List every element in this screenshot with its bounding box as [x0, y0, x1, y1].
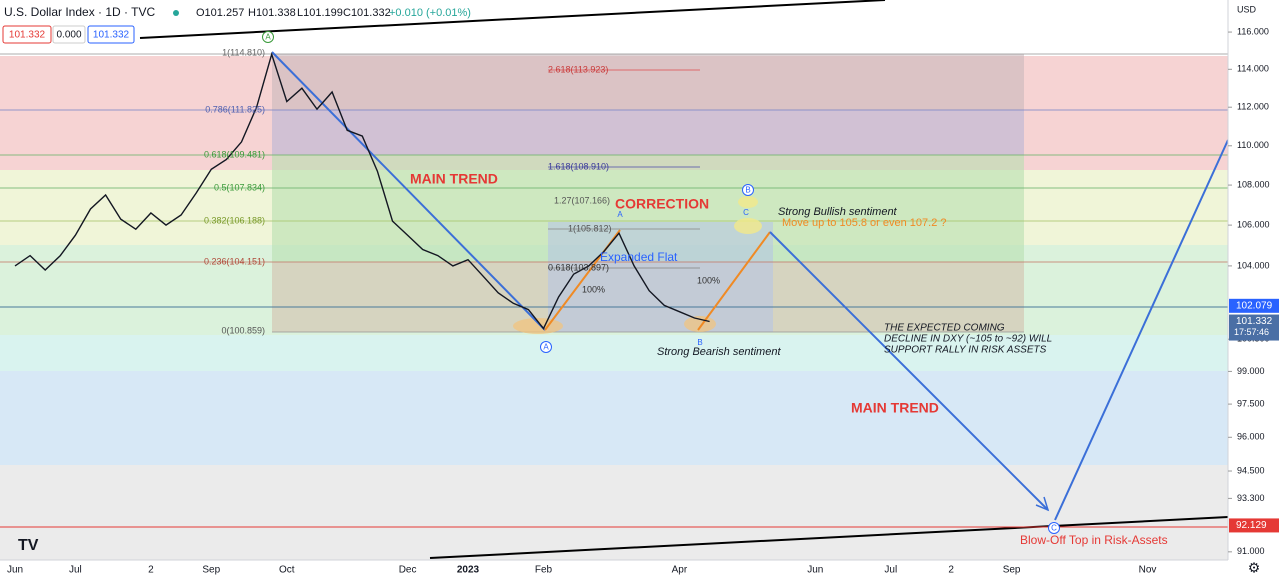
annotation: 100%: [697, 275, 720, 285]
price-tag: [1229, 314, 1279, 341]
x-tick-label: Feb: [535, 565, 553, 576]
annotation: 0.618(103.897): [548, 262, 609, 272]
annotation: 1(105.812): [568, 223, 612, 233]
price-tag-label: 92.129: [1236, 520, 1267, 531]
zones: [0, 53, 1228, 560]
annotation: DECLINE IN DXY (~105 to ~92) WILL: [884, 334, 1052, 345]
annotation: 0.236(104.151): [204, 256, 265, 266]
x-tick-label: Jul: [69, 565, 82, 576]
x-tick-label: Jul: [884, 565, 897, 576]
x-tick-label: Jun: [807, 565, 823, 576]
x-tick-label: 2023: [457, 565, 480, 576]
x-tick-label: Dec: [399, 565, 417, 576]
annotation: CORRECTION: [615, 196, 709, 212]
x-tick-label: Oct: [279, 565, 295, 576]
y-tick-label: 99.000: [1237, 366, 1265, 376]
y-tick-label: 104.000: [1237, 260, 1270, 270]
y-tick-label: 110.000: [1237, 140, 1269, 150]
header-box: [87, 25, 135, 44]
settings-icon[interactable]: ⚙: [1248, 560, 1261, 576]
annotation: 1.27(107.166): [554, 195, 610, 205]
annotation: Strong Bearish sentiment: [657, 346, 781, 358]
wave-circle: [540, 341, 552, 353]
wave-label: B: [745, 186, 750, 195]
x-tick-label: 2: [148, 565, 154, 576]
annotation: C: [743, 208, 749, 217]
annotation: MAIN TREND: [851, 400, 939, 416]
x-tick-label: Sep: [202, 565, 220, 576]
annotation: Move up to 105.8 or even 107.2 ?: [782, 217, 947, 229]
countdown: 17:57:46: [1234, 327, 1269, 337]
ohlc-value: C101.332: [343, 7, 391, 19]
wave-label: A: [265, 33, 271, 42]
annotation: 0.5(107.834): [214, 182, 265, 192]
y-tick-label: 108.000: [1237, 179, 1270, 189]
annotation: 2.618(113.923): [548, 64, 608, 74]
wave-label: C: [1051, 524, 1057, 533]
annotation: Strong Bullish sentiment: [778, 206, 898, 218]
wave-circle: [262, 31, 274, 43]
price-tag: [1229, 298, 1279, 313]
status-dot: [173, 10, 179, 16]
annotation: 1.618(108.910): [548, 161, 609, 171]
title: U.S. Dollar Index · 1D · TVC: [4, 5, 155, 19]
ohlc-value: L101.199: [297, 7, 343, 19]
x-tick-label: 2: [948, 565, 954, 576]
annotation: 100%: [582, 284, 605, 294]
annotation: Expanded Flat: [600, 250, 678, 264]
header-box: [2, 25, 52, 44]
annotation: A: [617, 210, 623, 219]
annotation: 0.618(109.481): [204, 149, 265, 159]
header-box-text: 0.000: [56, 30, 81, 41]
header-box-text: 101.332: [93, 30, 130, 41]
annotation: THE EXPECTED COMING: [884, 323, 1005, 334]
y-tick-label: 96.000: [1237, 432, 1265, 442]
annotation: 0.786(111.825): [205, 104, 265, 114]
drawings: [0, 0, 1229, 559]
currency: USD: [1237, 4, 1257, 14]
y-tick-label: 106.000: [1237, 219, 1270, 229]
price-line: [14, 51, 710, 330]
price-tag-label: 101.332: [1236, 316, 1273, 327]
wave-circle: [742, 184, 754, 196]
annotation: 0(100.859): [221, 325, 265, 335]
price-tag-label: 102.079: [1236, 300, 1273, 311]
y-tick-label: 91.000: [1237, 546, 1265, 556]
wave-circle: [1048, 522, 1060, 534]
price-axis: [1228, 0, 1280, 580]
y-tick-label: 97.500: [1237, 398, 1265, 408]
annotation: MAIN TREND: [410, 171, 498, 187]
logo: TV: [18, 537, 39, 554]
annotation: Blow-Off Top in Risk-Assets: [1020, 533, 1168, 547]
x-tick-label: Nov: [1139, 565, 1157, 576]
annotation: 0.382(106.188): [204, 215, 265, 225]
price-tag: [1229, 518, 1279, 533]
y-tick-label: 116.000: [1237, 26, 1269, 36]
y-tick-label: 112.000: [1237, 102, 1269, 112]
x-tick-label: Jun: [7, 565, 23, 576]
y-tick-label: 94.500: [1237, 465, 1265, 475]
ohlc-value: +0.010 (+0.01%): [389, 7, 471, 19]
y-tick-label: 114.000: [1237, 64, 1269, 74]
x-tick-label: Sep: [1003, 565, 1021, 576]
header-box: [52, 25, 86, 44]
ohlc-value: O101.257: [196, 7, 244, 19]
annotation: B: [697, 338, 702, 347]
annotation: SUPPORT RALLY IN RISK ASSETS: [884, 345, 1047, 356]
annotation: 1(114.810): [222, 47, 265, 57]
x-tick-label: Apr: [672, 565, 688, 576]
ohlc-value: H101.338: [248, 7, 296, 19]
header-box-text: 101.332: [9, 30, 46, 41]
y-tick-label: 93.300: [1237, 493, 1265, 503]
wave-label: A: [543, 343, 549, 352]
